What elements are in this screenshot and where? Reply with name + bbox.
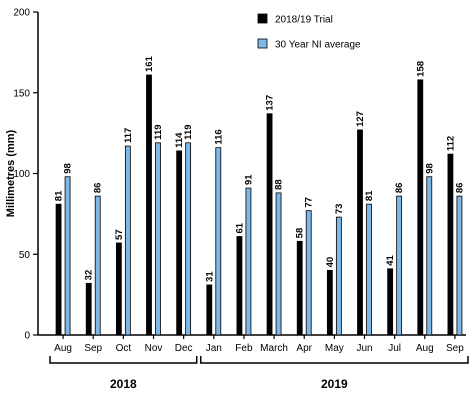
y-tick-label: 100 — [13, 169, 30, 180]
bar-average — [215, 147, 222, 336]
legend-swatch — [257, 38, 268, 49]
data-label: 86 — [454, 183, 465, 194]
y-tick-label: 150 — [13, 88, 30, 99]
data-label: 98 — [424, 163, 435, 174]
y-axis-title: Millimetres (mm) — [5, 129, 17, 217]
bar-average — [64, 176, 71, 336]
data-label: 137 — [265, 95, 276, 111]
bar-trial — [357, 129, 363, 336]
x-tick-label: Nov — [145, 343, 163, 354]
data-label: 117 — [123, 128, 134, 143]
x-tick-label: Sep — [84, 343, 102, 354]
bar-average — [245, 187, 252, 336]
y-tick-label: 0 — [24, 331, 30, 342]
data-label: 32 — [84, 270, 95, 281]
x-tick-label: Feb — [235, 343, 253, 354]
bar-average — [305, 210, 312, 336]
bar-trial — [296, 240, 303, 336]
data-label: 86 — [394, 183, 405, 194]
y-tick-label: 200 — [13, 8, 30, 19]
legend: 2018/19 Trial 30 Year NI average — [257, 13, 361, 51]
legend-label: 2018/19 Trial — [275, 15, 333, 26]
data-label: 158 — [415, 61, 426, 77]
data-label: 61 — [234, 222, 245, 233]
data-label: 31 — [204, 271, 215, 282]
data-label: 116 — [213, 129, 224, 144]
data-label: 58 — [295, 228, 306, 239]
x-tick-label: Jul — [388, 343, 401, 354]
axes: 0 50 100 150 200 Millimetres (mm) Aug Sep Oct Nov… — [5, 8, 466, 354]
data-label: 91 — [243, 174, 254, 185]
legend-swatch — [257, 13, 268, 24]
data-label: 40 — [325, 257, 336, 268]
x-tick-label: Oct — [116, 343, 132, 354]
data-label: 57 — [114, 229, 125, 240]
bar-trial — [266, 113, 273, 336]
y-tick-label: 50 — [19, 250, 31, 261]
bar-average — [335, 216, 342, 336]
data-label: 88 — [274, 179, 285, 190]
x-tick-label: March — [260, 343, 288, 354]
bar-average — [185, 142, 192, 336]
bar-average — [94, 195, 101, 336]
bar-average — [366, 203, 372, 336]
bar-trial — [55, 203, 62, 336]
bar-trial — [447, 153, 454, 336]
x-tick-label: Apr — [296, 343, 312, 354]
data-label: 161 — [144, 55, 155, 72]
x-tick-label: Sep — [446, 343, 464, 354]
legend-label: 30 Year NI average — [275, 40, 361, 51]
bar-average — [275, 192, 282, 336]
data-label: 73 — [334, 204, 345, 215]
bar-average — [426, 176, 433, 336]
data-label: 119 — [153, 124, 164, 139]
year-bracket — [199, 356, 469, 364]
bar-trial — [326, 269, 333, 336]
bar-trial — [417, 79, 424, 336]
bar-trial — [387, 268, 394, 336]
bar-average — [396, 195, 403, 336]
data-label: 86 — [93, 183, 104, 194]
x-tick-label: Jan — [206, 343, 222, 354]
data-label: 127 — [355, 111, 366, 127]
data-label: 81 — [364, 190, 375, 201]
bar-trial — [146, 74, 152, 336]
x-tick-label: Dec — [175, 343, 193, 354]
data-label: 77 — [304, 197, 315, 208]
bar-trial — [115, 242, 122, 336]
bar-trial — [236, 236, 243, 336]
year-groups: 2018 2019 — [49, 356, 469, 391]
bar-trial — [85, 282, 92, 336]
x-tick-label: Aug — [54, 343, 72, 354]
bar-trial — [176, 150, 183, 336]
data-label: 112 — [445, 136, 456, 151]
x-tick-label: May — [325, 343, 344, 354]
x-tick-label: Jun — [356, 343, 372, 354]
data-labels: 8198328657117161119114119311166191137885… — [54, 55, 466, 282]
bars — [55, 74, 463, 336]
data-label: 114 — [174, 132, 185, 148]
year-group-label: 2019 — [321, 377, 348, 391]
data-label: 119 — [183, 124, 194, 139]
year-bracket — [49, 356, 198, 364]
x-tick-label: Aug — [416, 343, 434, 354]
bar-average — [155, 142, 161, 336]
year-group-label: 2018 — [110, 377, 137, 391]
data-label: 81 — [54, 190, 65, 201]
data-label: 41 — [385, 255, 396, 266]
bar-average — [456, 195, 463, 336]
data-label: 98 — [63, 163, 74, 174]
bar-trial — [206, 284, 213, 336]
bar-average — [124, 145, 131, 336]
